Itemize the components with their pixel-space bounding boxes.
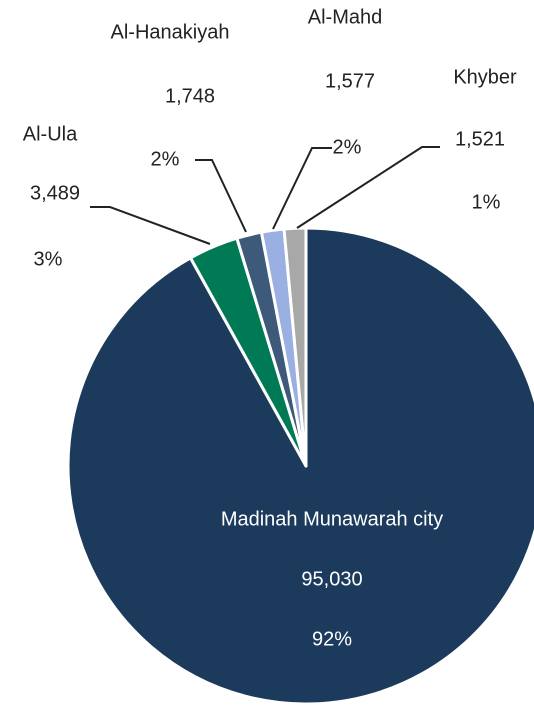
leader-lines xyxy=(90,146,440,245)
pie-slice xyxy=(282,226,308,468)
value-label: 95,030 xyxy=(301,568,362,590)
slice-name: Khyber xyxy=(453,66,517,88)
leader-line xyxy=(195,159,247,233)
leader-line xyxy=(90,206,211,245)
value-label: 1,521 xyxy=(455,128,505,150)
percentage-label: 1% xyxy=(472,191,501,213)
value-label: 1,748 xyxy=(165,85,215,107)
leader-line xyxy=(296,146,440,229)
value-label: 3,489 xyxy=(30,182,80,204)
percentage-label: 92% xyxy=(312,628,352,650)
pie xyxy=(66,226,534,706)
leader-line xyxy=(272,147,332,230)
percentage-label: 2% xyxy=(151,148,180,170)
percentage-label: 3% xyxy=(34,248,63,270)
slice-name: Al-Mahd xyxy=(308,6,382,28)
pie-slice xyxy=(66,226,534,706)
slice-name: Al-Hanakiyah xyxy=(111,21,230,43)
slice-name: Madinah Munawarah city xyxy=(221,508,443,530)
slice-name: Al-Ula xyxy=(23,123,78,145)
value-label: 1,577 xyxy=(325,70,375,92)
percentage-label: 2% xyxy=(333,136,362,158)
